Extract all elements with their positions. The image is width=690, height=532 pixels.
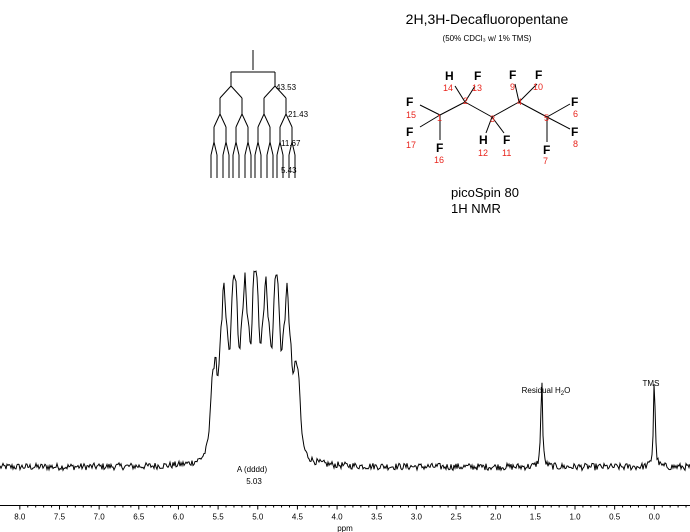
tree-branch xyxy=(269,141,274,156)
tree-branch xyxy=(210,141,215,156)
atom-number-12: 12 xyxy=(478,148,488,158)
coupling-constant-1: 43.53 xyxy=(276,83,297,92)
x-tick-label: 6.0 xyxy=(173,513,185,522)
tree-branch xyxy=(222,141,227,156)
x-tick-label: 7.0 xyxy=(94,513,106,522)
splitting-tree xyxy=(210,50,296,178)
tree-branch xyxy=(285,113,293,128)
tree-branch xyxy=(219,113,227,128)
tree-branch xyxy=(219,85,232,99)
x-tick-label: 0.5 xyxy=(609,513,621,522)
tree-branch xyxy=(276,141,281,156)
x-tick-label: 7.5 xyxy=(54,513,66,522)
spectrum-trace xyxy=(0,270,690,472)
atom-number-c5: 5 xyxy=(544,113,549,123)
atom-number-6: 6 xyxy=(573,109,578,119)
tree-branch xyxy=(244,141,249,156)
tree-branch xyxy=(291,141,296,156)
x-tick-label: 1.0 xyxy=(569,513,581,522)
atom-number-16: 16 xyxy=(434,155,444,165)
compound-name: 2H,3H-Decafluoropentane xyxy=(406,11,569,27)
tree-branch xyxy=(274,85,287,99)
atom-number-10: 10 xyxy=(533,82,543,92)
residual-water-subscript: 2 xyxy=(561,391,565,397)
atom-number-9: 9 xyxy=(510,82,515,92)
atom-f9: F xyxy=(509,68,516,82)
tree-branch xyxy=(232,141,237,156)
atom-number-c1: 1 xyxy=(437,113,442,123)
multiplet-label: A (dddd) xyxy=(237,465,268,474)
x-tick-label: 6.5 xyxy=(133,513,145,522)
x-tick-label: 2.0 xyxy=(490,513,502,522)
x-tick-label: 4.5 xyxy=(292,513,304,522)
tree-branch xyxy=(263,85,276,99)
atom-f8: F xyxy=(571,125,578,139)
tree-branch xyxy=(235,141,240,156)
tree-branch xyxy=(254,141,259,156)
coupling-constant-3: 11.67 xyxy=(281,139,301,148)
tree-branch xyxy=(288,141,293,156)
atom-number-11: 11 xyxy=(502,148,511,158)
atom-f16: F xyxy=(436,141,443,155)
tree-branch xyxy=(247,141,252,156)
tree-branch xyxy=(266,141,271,156)
x-tick-label: 2.5 xyxy=(450,513,462,522)
residual-water-prefix: Residual H xyxy=(522,386,561,395)
tree-branch xyxy=(257,113,265,128)
x-tick-label: 5.5 xyxy=(213,513,225,522)
molecule-bonds xyxy=(419,83,571,142)
atom-number-17: 17 xyxy=(406,140,416,150)
tree-branch xyxy=(279,141,284,156)
atom-number-c3: 3 xyxy=(490,114,495,124)
tree-branch xyxy=(257,141,262,156)
atom-number-14: 14 xyxy=(443,83,453,93)
experiment-label: 1H NMR xyxy=(451,201,501,216)
tree-branch xyxy=(230,85,243,99)
x-tick-label: 5.0 xyxy=(252,513,264,522)
tree-branch xyxy=(213,113,221,128)
tree-branch xyxy=(213,141,218,156)
atom-h14: H xyxy=(445,69,454,83)
tree-branch xyxy=(279,113,287,128)
x-tick-label: 4.0 xyxy=(332,513,344,522)
x-tick-label: 3.5 xyxy=(371,513,383,522)
atom-number-7: 7 xyxy=(543,156,548,166)
coupling-constant-2: 21.43 xyxy=(288,110,309,119)
atom-f15: F xyxy=(406,95,413,109)
x-tick-label: 3.0 xyxy=(411,513,423,522)
x-tick-label: 8.0 xyxy=(14,513,26,522)
residual-water-label: Residual H2O xyxy=(522,386,571,397)
x-axis-ticks: 8.0 7.5 7.0 6.5 6.0 5.5 5.0 4.5 4.0 3.5 3.0 2.5 2.0 1… xyxy=(14,505,687,522)
molecule-structure: 1 2 3 4 5 F 15 F 17 F 16 H 14 F 13 H 12 … xyxy=(406,68,578,166)
atom-number-13: 13 xyxy=(472,83,482,93)
tms-label: TMS xyxy=(643,379,660,388)
atom-f10: F xyxy=(535,68,542,82)
tree-branch xyxy=(225,141,230,156)
solvent-note: (50% CDCl₃ w/ 1% TMS) xyxy=(443,34,532,43)
atom-h12: H xyxy=(479,133,488,147)
tree-branch xyxy=(235,113,243,128)
coupling-constant-4: 5.43 xyxy=(281,166,297,175)
tree-branch xyxy=(263,113,271,128)
atom-number-c2: 2 xyxy=(463,96,468,106)
atom-f7: F xyxy=(543,143,550,157)
atom-f6: F xyxy=(571,95,578,109)
atom-f17: F xyxy=(406,125,413,139)
x-tick-label: 1.5 xyxy=(530,513,542,522)
atom-f13: F xyxy=(474,69,481,83)
residual-water-suffix: O xyxy=(564,386,570,395)
coupling-constant-labels: 43.53 21.43 11.67 5.43 xyxy=(276,83,309,175)
atom-number-8: 8 xyxy=(573,139,578,149)
atom-f11: F xyxy=(503,133,510,147)
x-tick-label: 0.0 xyxy=(649,513,661,522)
instrument-label: picoSpin 80 xyxy=(451,185,519,200)
atom-number-c4: 4 xyxy=(517,97,522,107)
atom-number-15: 15 xyxy=(406,110,416,120)
multiplet-shift: 5.03 xyxy=(246,477,262,486)
tree-branch xyxy=(241,113,249,128)
x-axis-label: ppm xyxy=(337,524,353,532)
